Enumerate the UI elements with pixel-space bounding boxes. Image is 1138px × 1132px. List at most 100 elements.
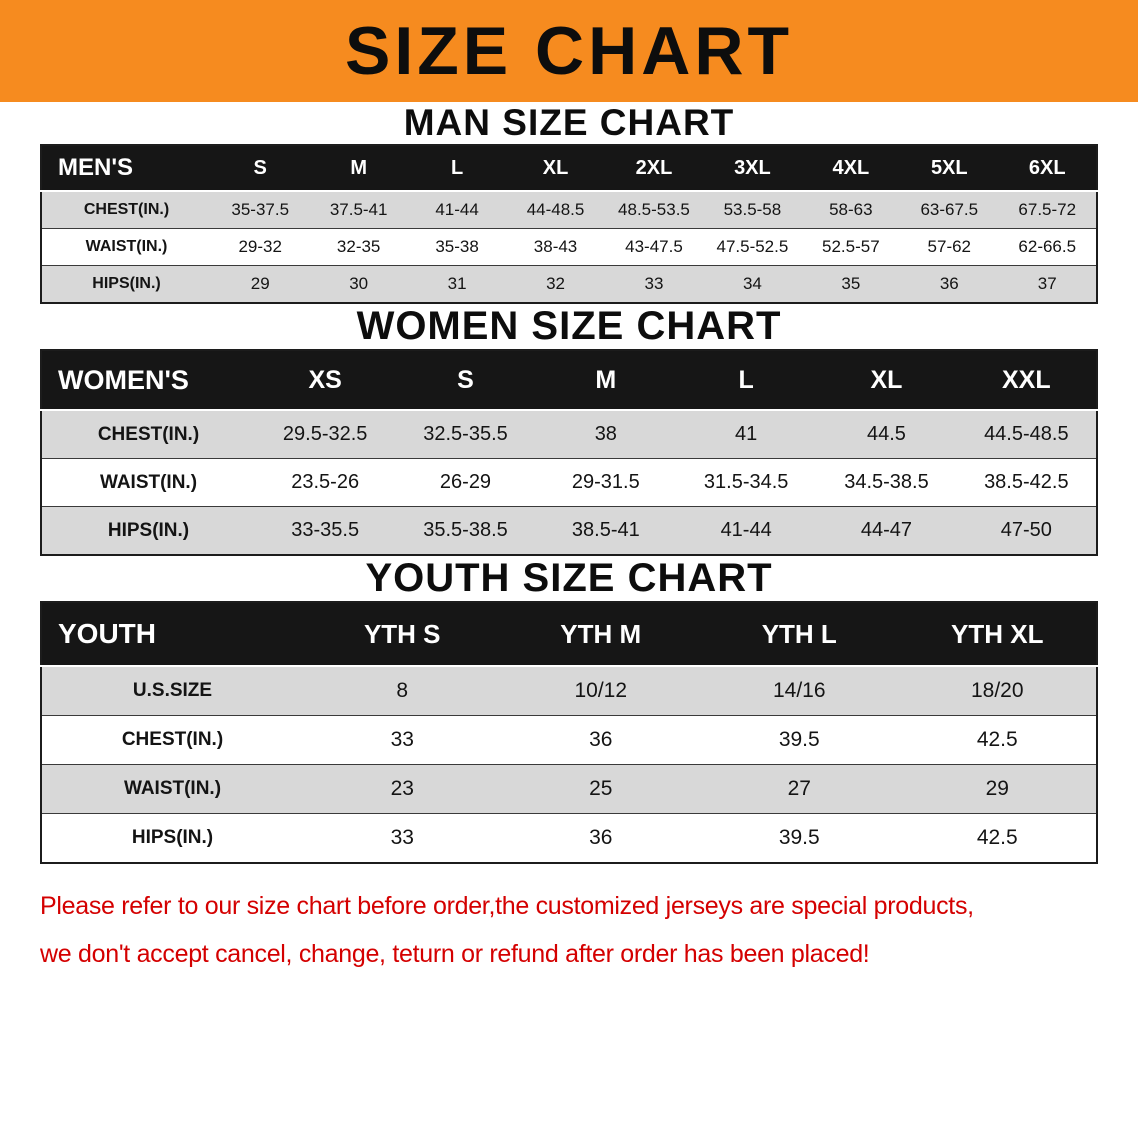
value-cell: 42.5: [976, 826, 1018, 849]
value-cell: 29: [250, 274, 270, 293]
value-cell: 29: [985, 777, 1009, 800]
value-cell: 35: [841, 274, 861, 293]
row-label-cell: HIPS(IN.): [92, 275, 161, 292]
column-header-cell: 6XL: [998, 145, 1097, 191]
value-cell: 44.5-48.5: [984, 423, 1069, 445]
value-cell: 41-44: [720, 519, 772, 541]
value-cell: 39.5: [778, 728, 820, 751]
value-cell: 35.5-38.5: [423, 519, 508, 541]
table-row: WAIST(IN.) 23.5-26 26-29 29-31.5 31.5-34.5 34…: [41, 458, 1097, 507]
value-cell: 25: [589, 777, 613, 800]
table-row: HIPS(IN.) 33-35.5 35.5-38.5 38.5-41 41-44 44-…: [41, 506, 1097, 555]
value-cell: 37: [1037, 274, 1057, 293]
value-cell: 29.5-32.5: [282, 423, 368, 445]
value-cell: 38: [594, 423, 617, 445]
youth-size-table: YOUTH YTH S YTH M YTH L YTH XL U.S.SIZE 8 10/12…: [40, 601, 1098, 864]
value-cell: 23: [390, 777, 414, 800]
table-row: CHEST(IN.) 29.5-32.5 32.5-35.5 38 41 44.5 44.5…: [41, 410, 1097, 459]
row-label-cell: HIPS(IN.): [131, 827, 214, 848]
value-cell: 36: [589, 728, 613, 751]
column-header-cell: S: [395, 350, 536, 410]
column-header-cell: 5XL: [900, 145, 999, 191]
value-cell: 67.5-72: [1018, 200, 1077, 219]
column-header-cell: YTH M: [501, 602, 700, 666]
column-header-cell: M: [309, 145, 408, 191]
value-cell: 33: [644, 274, 664, 293]
column-header-cell: 2XL: [604, 145, 704, 191]
table-row: WAIST(IN.) 29-32 32-35 35-38 38-43 43-47.5 47.…: [41, 228, 1097, 266]
women-chart-heading: WOMEN SIZE CHART: [356, 304, 782, 348]
row-label-cell: CHEST(IN.): [97, 423, 200, 445]
disclaimer-line-1: Please refer to our size chart before or…: [40, 892, 974, 920]
women-size-table: WOMEN'S XS S M L XL XXL CHEST(IN.) 29.5-32.5 32.5…: [40, 349, 1098, 556]
value-cell: 27: [787, 777, 811, 800]
table-row: CHEST(IN.) 33 36 39.5 42.5: [41, 715, 1097, 765]
row-label-cell: WAIST(IN.): [99, 471, 198, 493]
table-row: CHEST(IN.) 35-37.5 37.5-41 41-44 44-48.5 48.5…: [41, 191, 1097, 229]
value-cell: 31: [447, 274, 467, 293]
table-row: WAIST(IN.) 23 25 27 29: [41, 764, 1097, 814]
value-cell: 33: [390, 826, 414, 849]
value-cell: 36: [589, 826, 613, 849]
value-cell: 35-38: [435, 237, 479, 256]
value-cell: 62-66.5: [1018, 237, 1077, 256]
value-cell: 47-50: [1000, 519, 1052, 541]
value-cell: 14/16: [772, 679, 826, 702]
column-header-cell: 4XL: [801, 145, 901, 191]
value-cell: 58-63: [829, 200, 873, 219]
men-chart-heading: MAN SIZE CHART: [403, 102, 735, 143]
table-header-row: WOMEN'S XS S M L XL XXL: [41, 350, 1097, 410]
value-cell: 32-35: [336, 237, 381, 256]
table-row: HIPS(IN.) 33 36 39.5 42.5: [41, 813, 1097, 863]
value-cell: 38.5-41: [571, 519, 640, 541]
value-cell: 8: [396, 679, 409, 702]
value-cell: 48.5-53.5: [618, 200, 690, 219]
column-header-cell: S: [211, 145, 310, 191]
value-cell: 41: [735, 423, 758, 445]
value-cell: 32.5-35.5: [423, 423, 508, 445]
value-cell: 10/12: [574, 679, 628, 702]
men-size-table: MEN'S S M L XL 2XL 3XL 4XL 5XL 6XL CHEST(IN.) 35-37…: [40, 144, 1098, 304]
row-label-cell: WAIST(IN.): [123, 778, 222, 799]
row-label-cell: U.S.SIZE: [132, 680, 213, 701]
table-row: HIPS(IN.) 29 30 31 32 33 34 35 36 37: [41, 265, 1097, 303]
value-cell: 37.5-41: [329, 200, 388, 219]
column-header-cell: YTH XL: [898, 602, 1097, 666]
value-cell: 57-62: [927, 237, 972, 256]
value-cell: 23.5-26: [291, 471, 360, 493]
value-cell: 63-67.5: [920, 200, 979, 219]
value-cell: 38-43: [533, 237, 578, 256]
row-label-cell: HIPS(IN.): [107, 519, 190, 541]
column-header-cell: XL: [506, 145, 605, 191]
value-cell: 52.5-57: [822, 237, 880, 256]
value-cell: 33-35.5: [291, 519, 360, 541]
table-title-cell: MEN'S: [41, 145, 211, 191]
row-label-cell: WAIST(IN.): [85, 238, 168, 255]
value-cell: 32: [546, 274, 565, 293]
value-cell: 44-48.5: [526, 200, 585, 219]
value-cell: 44.5: [867, 423, 906, 445]
row-label-cell: CHEST(IN.): [83, 201, 170, 218]
value-cell: 33: [390, 728, 414, 751]
column-header-cell: XS: [255, 350, 396, 410]
value-cell: 41-44: [435, 200, 479, 219]
value-cell: 39.5: [778, 826, 820, 849]
youth-chart-heading: YOUTH SIZE CHART: [365, 556, 773, 600]
value-cell: 26-29: [439, 471, 492, 493]
column-header-cell: YTH L: [700, 602, 899, 666]
value-cell: 38.5-42.5: [984, 471, 1069, 493]
value-cell: 29-31.5: [571, 471, 640, 493]
table-header-row: YOUTH YTH S YTH M YTH L YTH XL: [41, 602, 1097, 666]
value-cell: 35-37.5: [231, 200, 290, 219]
disclaimer: Please refer to our size chart before or…: [40, 882, 1138, 978]
value-cell: 44-47: [860, 519, 913, 541]
value-cell: 31.5-34.5: [703, 471, 789, 493]
disclaimer-line-2: we don't accept cancel, change, teturn o…: [40, 940, 870, 968]
value-cell: 18/20: [970, 679, 1024, 702]
value-cell: 34.5-38.5: [844, 471, 929, 493]
page-title: SIZE CHART: [345, 13, 793, 89]
value-cell: 34: [742, 274, 762, 293]
value-cell: 47.5-52.5: [716, 237, 789, 256]
column-header-cell: L: [407, 145, 507, 191]
